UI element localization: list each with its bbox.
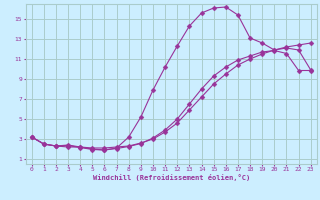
X-axis label: Windchill (Refroidissement éolien,°C): Windchill (Refroidissement éolien,°C) bbox=[92, 174, 250, 181]
